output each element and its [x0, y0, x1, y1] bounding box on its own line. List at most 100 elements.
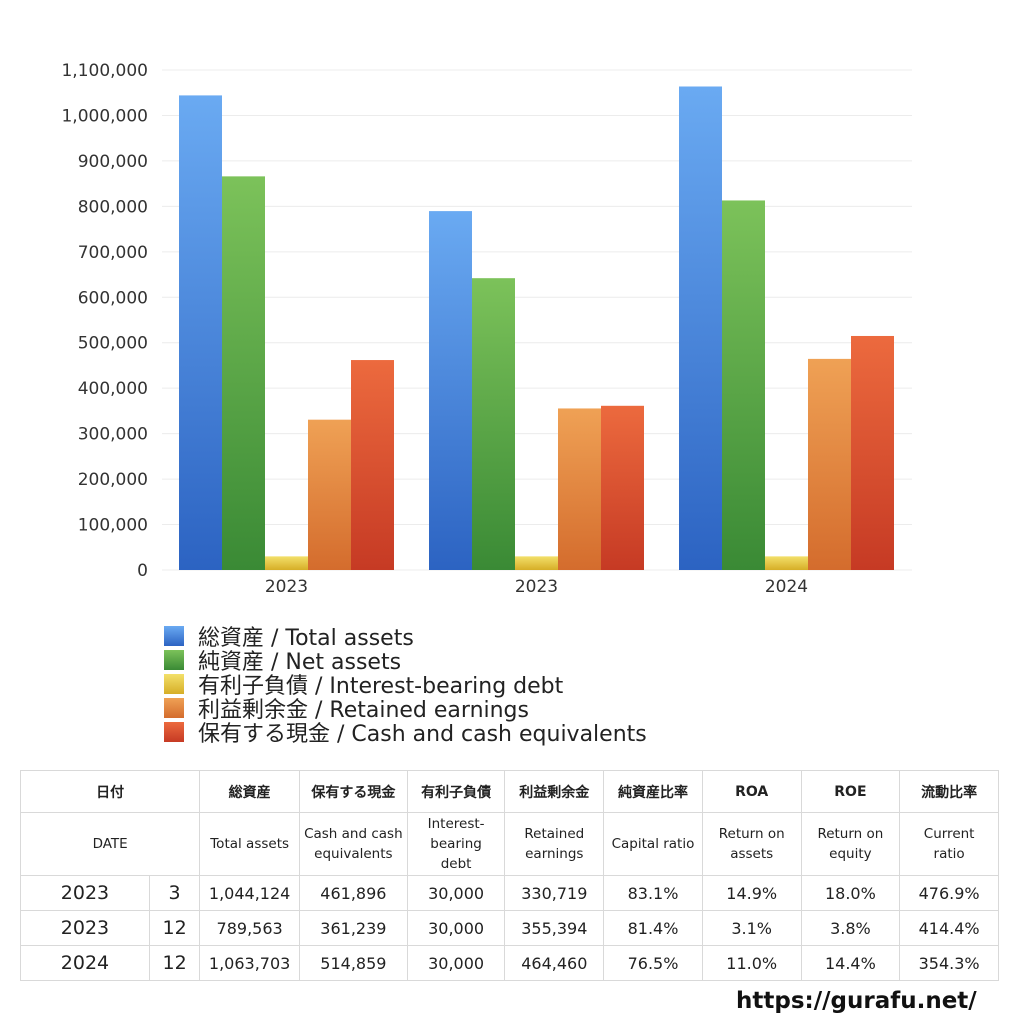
- chart-bars: [179, 86, 894, 571]
- cell-roa: 11.0%: [701, 945, 802, 981]
- header-date: 日付: [19, 770, 201, 813]
- y-tick-label: 800,000: [78, 197, 148, 217]
- y-tick-label: 200,000: [78, 470, 148, 490]
- bar-series-3-cat-1: [558, 408, 601, 570]
- y-tick-label: 300,000: [78, 425, 148, 445]
- header-total-assets: 総資産: [199, 770, 300, 813]
- cell-roe: 14.4%: [800, 945, 901, 981]
- legend-item-net-assets: 純資産 / Net assets: [164, 648, 647, 675]
- header-retained: 利益剰余金: [504, 770, 605, 813]
- cell-month: 12: [148, 910, 201, 946]
- legend-item-interest-bearing-debt: 有利子負債 / Interest-bearing debt: [164, 672, 647, 699]
- cell-debt: 30,000: [406, 945, 506, 981]
- header-cash: 保有する現金: [298, 770, 408, 813]
- cell-capital-ratio: 81.4%: [603, 910, 703, 946]
- cell-retained: 330,719: [504, 875, 605, 911]
- y-tick-label: 100,000: [78, 516, 148, 536]
- header-cash-en: Cash and cash equivalents: [298, 812, 408, 876]
- bar-series-3-cat-0: [308, 419, 351, 570]
- header-roe-en: Return on equity: [800, 812, 901, 876]
- cell-roe: 3.8%: [800, 910, 901, 946]
- legend-swatch: [164, 650, 184, 670]
- table-header-jp: 日付 総資産 保有する現金 有利子負債 利益剰余金 純資産比率 ROA ROE …: [19, 770, 999, 813]
- header-roa-en: Return on assets: [701, 812, 802, 876]
- bar-series-0-cat-0: [179, 95, 222, 570]
- cell-current-ratio: 414.4%: [899, 910, 999, 946]
- cell-total-assets: 1,063,703: [199, 945, 300, 981]
- legend-swatch: [164, 674, 184, 694]
- bar-series-1-cat-2: [722, 200, 765, 571]
- legend-label: 利益剰余金 / Retained earnings: [198, 698, 529, 723]
- x-tick-label: 2023: [265, 577, 308, 597]
- y-tick-label: 900,000: [78, 152, 148, 172]
- header-debt-en: Interest-bearing debt: [406, 812, 506, 876]
- x-axis: 2023 2023 2024: [265, 577, 808, 597]
- cell-roa: 3.1%: [701, 910, 802, 946]
- bar-series-0-cat-2: [679, 86, 722, 571]
- cell-year: 2023: [20, 875, 150, 911]
- header-debt: 有利子負債: [406, 770, 506, 813]
- y-tick-label: 500,000: [78, 334, 148, 354]
- legend-label: 有利子負債 / Interest-bearing debt: [198, 674, 564, 699]
- cell-current-ratio: 354.3%: [899, 945, 999, 981]
- cell-cash: 461,896: [298, 875, 408, 911]
- cell-month: 12: [148, 945, 201, 981]
- legend-label: 保有する現金 / Cash and cash equivalents: [198, 722, 647, 747]
- chart-legend: 総資産 / Total assets 純資産 / Net assets 有利子負…: [164, 624, 647, 747]
- bar-series-3-cat-2: [808, 358, 851, 570]
- y-axis: 0 100,000 200,000 300,000 400,000 500,000 600,…: [61, 61, 148, 581]
- header-roa: ROA: [701, 770, 802, 813]
- cell-cash: 361,239: [298, 910, 408, 946]
- cell-retained: 464,460: [504, 945, 605, 981]
- cell-total-assets: 1,044,124: [199, 875, 300, 911]
- legend-swatch: [164, 698, 184, 718]
- cell-cash: 514,859: [298, 945, 408, 981]
- bar-series-4-cat-2: [851, 335, 894, 570]
- table-row: 2023 12 789,563 361,239 30,000 355,394 8…: [20, 910, 999, 946]
- header-retained-en: Retained earnings: [504, 812, 605, 876]
- bar-series-4-cat-1: [601, 405, 644, 570]
- cell-roe: 18.0%: [800, 875, 901, 911]
- legend-label: 純資産 / Net assets: [198, 650, 402, 675]
- header-current-ratio-en: Current ratio: [899, 812, 999, 876]
- bar-series-2-cat-0: [265, 556, 308, 570]
- x-tick-label: 2023: [515, 577, 558, 597]
- header-current-ratio: 流動比率: [899, 770, 999, 813]
- cell-capital-ratio: 76.5%: [603, 945, 703, 981]
- header-total-assets-en: Total assets: [199, 812, 300, 876]
- header-roe: ROE: [800, 770, 901, 813]
- legend-item-total-assets: 総資産 / Total assets: [164, 624, 647, 651]
- legend-item-cash: 保有する現金 / Cash and cash equivalents: [164, 720, 647, 747]
- cell-month: 3: [148, 875, 201, 911]
- table-row: 2024 12 1,063,703 514,859 30,000 464,460…: [20, 945, 999, 981]
- bar-chart: 0 100,000 200,000 300,000 400,000 500,000 600,…: [61, 61, 912, 597]
- cell-current-ratio: 476.9%: [899, 875, 999, 911]
- bar-series-1-cat-0: [222, 176, 265, 570]
- header-capital-ratio: 純資産比率: [603, 770, 703, 813]
- legend-swatch: [164, 722, 184, 742]
- cell-year: 2024: [20, 945, 150, 981]
- x-tick-label: 2024: [765, 577, 808, 597]
- cell-year: 2023: [20, 910, 150, 946]
- site-url: https://gurafu.net/: [736, 988, 977, 1014]
- bar-series-1-cat-1: [472, 278, 515, 570]
- table-row: 2023 3 1,044,124 461,896 30,000 330,719 …: [20, 875, 999, 911]
- financial-table: 日付 総資産 保有する現金 有利子負債 利益剰余金 純資産比率 ROA ROE …: [19, 770, 999, 981]
- cell-retained: 355,394: [504, 910, 605, 946]
- bar-series-2-cat-2: [765, 556, 808, 570]
- y-tick-label: 0: [137, 561, 148, 581]
- legend-item-retained-earnings: 利益剰余金 / Retained earnings: [164, 696, 647, 723]
- cell-capital-ratio: 83.1%: [603, 875, 703, 911]
- table-header-en: DATE Total assets Cash and cash equivale…: [19, 812, 999, 876]
- header-date-en: DATE: [19, 812, 201, 876]
- cell-debt: 30,000: [406, 875, 506, 911]
- bar-series-4-cat-0: [351, 360, 394, 570]
- cell-total-assets: 789,563: [199, 910, 300, 946]
- header-capital-ratio-en: Capital ratio: [603, 812, 703, 876]
- cell-debt: 30,000: [406, 910, 506, 946]
- y-tick-label: 1,000,000: [61, 106, 148, 126]
- chart-gridlines: [162, 69, 912, 571]
- bar-series-2-cat-1: [515, 556, 558, 570]
- y-tick-label: 600,000: [78, 288, 148, 308]
- legend-swatch: [164, 626, 184, 646]
